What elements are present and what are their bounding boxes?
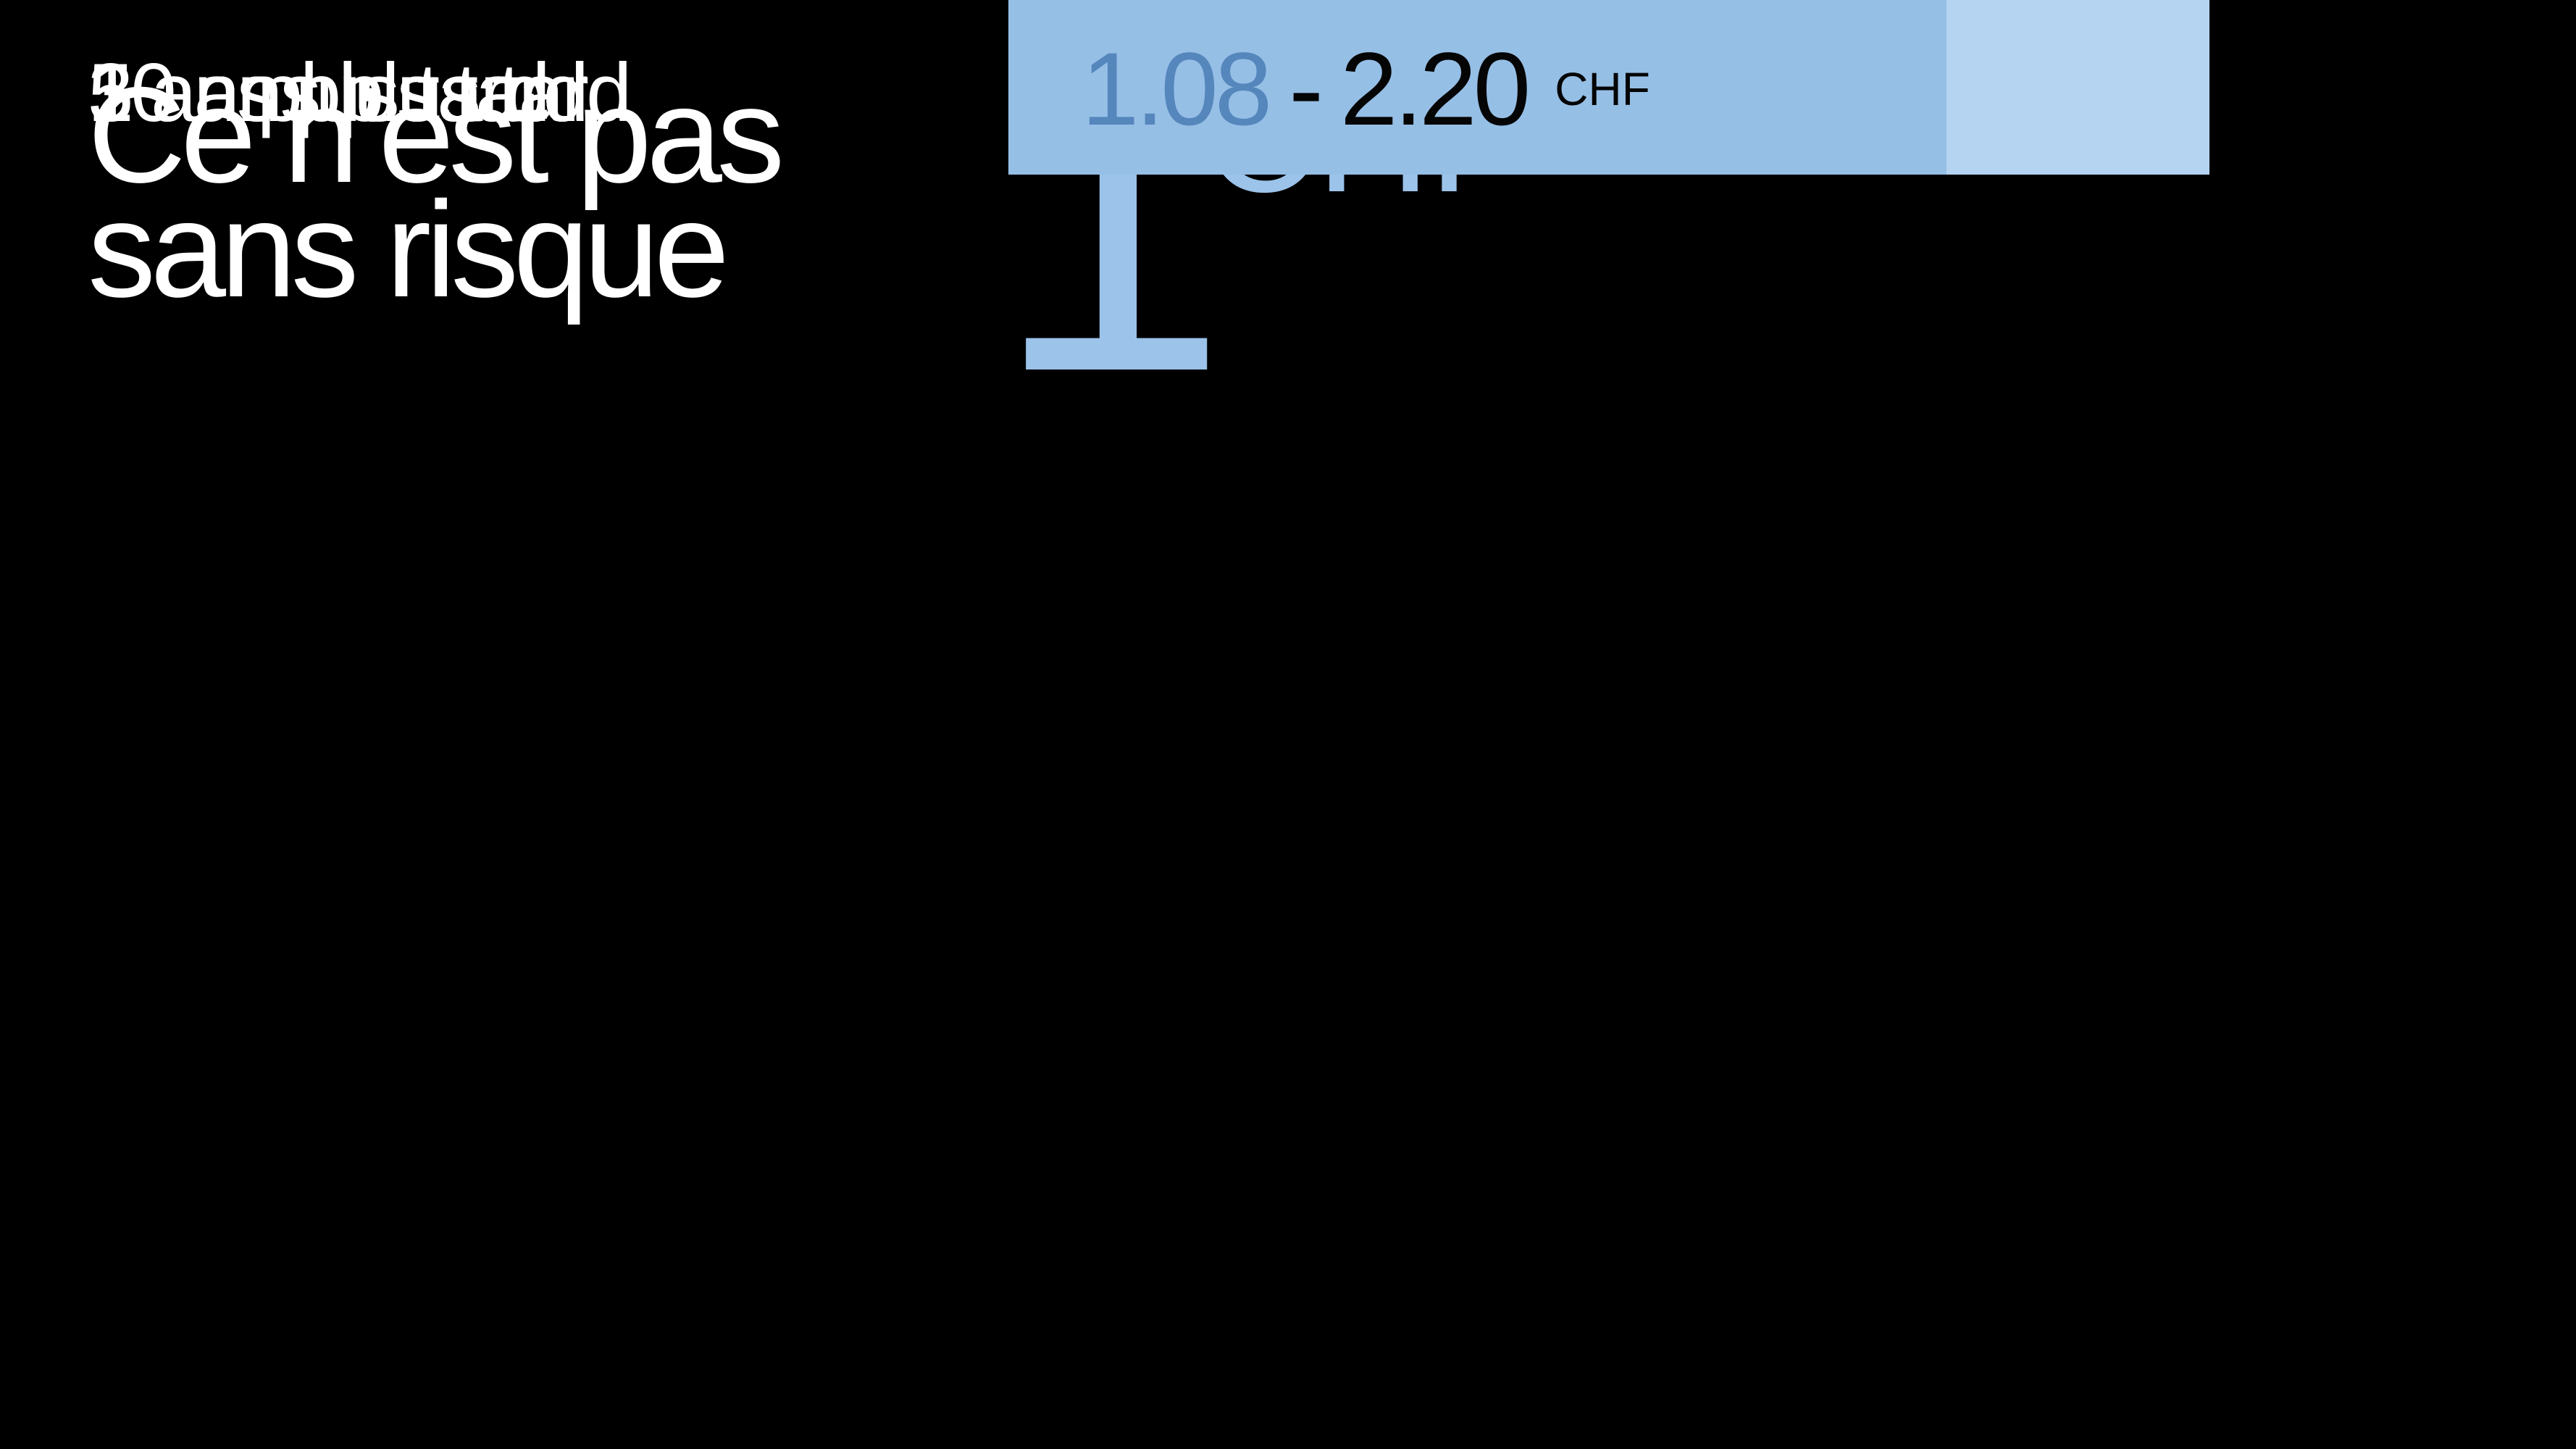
value-range-bar: 1.08 - 2.20 CHF: [1008, 0, 2209, 175]
row-label: 3 ans plus tard: [88, 47, 589, 139]
row-label: 1 an plus tard: [88, 47, 551, 139]
row-label: 5 ans plus tard: [88, 47, 589, 139]
chart-row-10-ans: 10 ans plus tard 1.08 - 2.20 CHF: [0, 0, 2576, 175]
value-high: 2.20: [1339, 31, 1531, 147]
value-separator: -: [1289, 31, 1323, 147]
page-title-line-2: sans risque: [88, 173, 729, 325]
bar-value: 1.08 - 2.20 CHF: [1008, 0, 1650, 175]
value-low: 1.08: [1082, 31, 1272, 147]
page-title-line-1: Ce n’est pas: [88, 59, 785, 211]
currency-label: CHF: [1555, 63, 1650, 115]
row-label: 10 ans plus tard: [88, 47, 632, 139]
bar-main-segment: [1008, 0, 1946, 175]
